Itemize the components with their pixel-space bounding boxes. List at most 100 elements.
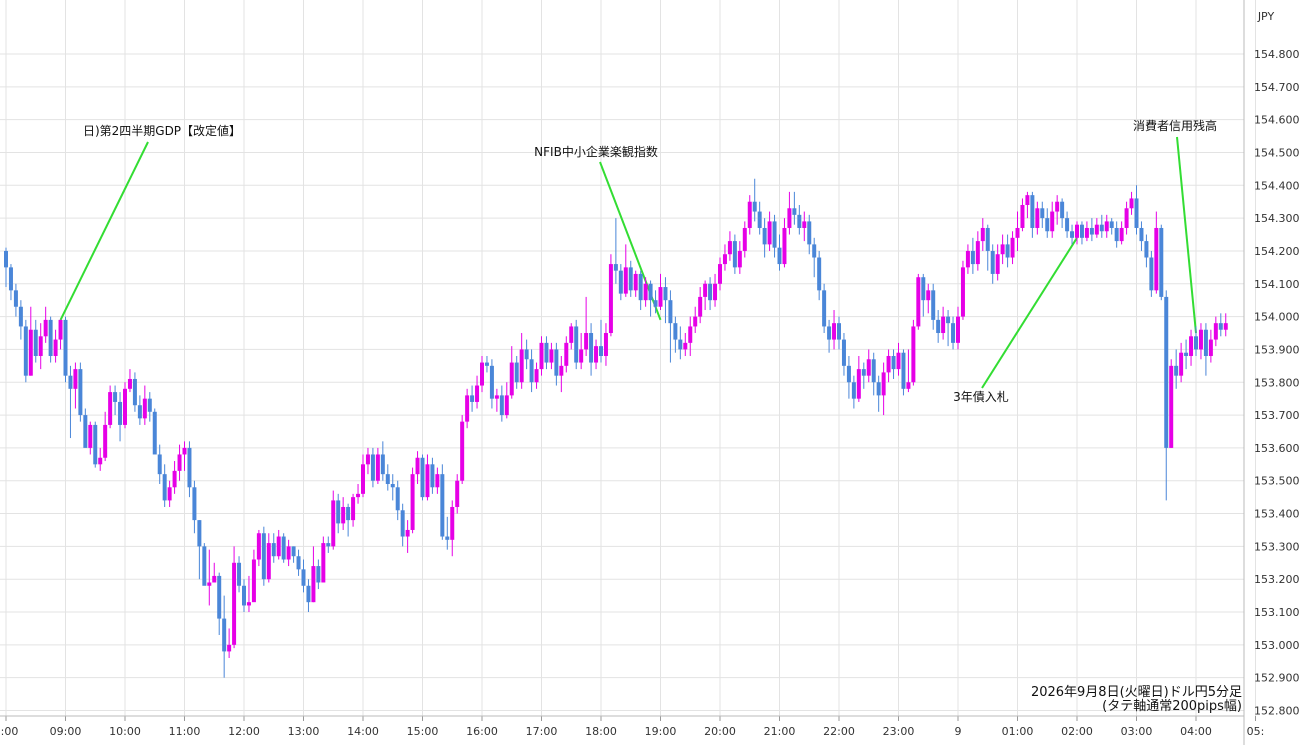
candle: [1129, 191, 1134, 215]
candle-body: [683, 342, 688, 350]
candle: [375, 447, 380, 485]
candle: [152, 408, 157, 455]
candle: [23, 319, 28, 383]
candle: [217, 572, 222, 636]
x-tick-label: 09:00: [50, 725, 82, 738]
candle-body: [167, 487, 172, 501]
candle-body: [1060, 201, 1065, 219]
candle: [256, 529, 261, 567]
candle: [926, 283, 931, 314]
candle: [232, 546, 237, 649]
candle: [1179, 342, 1184, 383]
candle: [237, 556, 242, 593]
candle-body: [643, 283, 648, 301]
candle-body: [197, 520, 202, 547]
candle-body: [1025, 195, 1030, 205]
candle-body: [326, 543, 331, 547]
candle: [906, 349, 911, 393]
candle-body: [1099, 224, 1104, 232]
candle: [103, 411, 108, 462]
candle: [8, 264, 13, 301]
y-tick-label: 154.000: [1254, 311, 1300, 324]
candle-body: [693, 316, 698, 327]
time-axis[interactable]: 8:00 09:00 10:00 11:00 12:00 13:00 14:00 15:00 1…: [0, 715, 1264, 738]
candle-body: [638, 273, 643, 301]
candle-body: [1114, 227, 1119, 242]
candle-body: [321, 543, 326, 583]
candle-body: [633, 273, 638, 291]
candle: [1070, 224, 1075, 245]
candle-body: [648, 283, 653, 301]
candle-body: [43, 319, 48, 337]
annotation-label: NFIB中小企業楽観指数: [534, 144, 658, 159]
candle: [425, 454, 430, 501]
candle-body: [405, 529, 410, 537]
candle: [361, 454, 365, 498]
candle: [227, 628, 232, 658]
candle: [450, 500, 455, 557]
candle: [1094, 218, 1099, 238]
candle: [1030, 191, 1035, 238]
candle: [782, 218, 787, 268]
candle: [108, 385, 113, 429]
candle: [797, 204, 802, 235]
candle: [732, 234, 737, 274]
price-axis[interactable]: 152.800 152.900 153.000 153.100 153.200 153.3…: [1243, 0, 1300, 745]
candle: [787, 191, 792, 235]
candle: [1159, 224, 1164, 301]
candle-body: [142, 398, 147, 419]
candle-body: [663, 287, 668, 301]
candle: [1040, 201, 1045, 228]
candle-body: [594, 346, 599, 363]
candle: [182, 441, 187, 471]
candle: [767, 211, 772, 251]
candle-body: [286, 546, 291, 560]
candle-body: [1184, 352, 1189, 356]
y-tick-label: 154.600: [1254, 114, 1300, 127]
candle: [177, 444, 182, 481]
candle-body: [802, 221, 807, 228]
candle: [633, 270, 638, 297]
candle: [752, 178, 757, 222]
candle-body: [762, 227, 767, 245]
candle-body: [797, 214, 802, 228]
candle: [747, 195, 752, 235]
candle: [618, 264, 623, 301]
candle-body: [465, 395, 470, 422]
candle: [1020, 198, 1025, 232]
candle: [737, 241, 742, 274]
candle-body: [1040, 208, 1045, 219]
candle-body: [1079, 224, 1084, 238]
candle: [663, 277, 668, 324]
candle-body: [574, 326, 579, 363]
candle: [455, 474, 460, 514]
candle-body: [881, 372, 886, 396]
candle: [118, 392, 123, 442]
y-tick-label: 153.100: [1254, 606, 1300, 619]
candle-body: [58, 319, 63, 340]
candle-body: [127, 378, 132, 389]
candle: [123, 382, 127, 429]
candle-body: [1139, 227, 1144, 242]
candle-body: [708, 283, 713, 301]
candle: [385, 464, 390, 491]
candle-body: [266, 543, 271, 580]
candle-body: [341, 506, 346, 524]
candle: [380, 441, 385, 481]
candle: [286, 539, 291, 567]
candle-body: [584, 333, 589, 350]
candle: [132, 372, 137, 412]
candle-body: [1119, 227, 1124, 242]
candle: [876, 375, 881, 412]
candle-body: [911, 326, 916, 383]
chart-note-line-1: 2026年9月8日(火曜日)ドル円5分足: [1030, 685, 1242, 700]
candle-body: [222, 618, 227, 652]
candle: [1060, 198, 1065, 228]
candle: [1104, 214, 1109, 238]
candle: [678, 326, 683, 360]
candle-body: [782, 227, 787, 265]
candle-body: [1084, 227, 1089, 238]
y-tick-label: 153.300: [1254, 540, 1300, 553]
candle: [861, 362, 866, 389]
